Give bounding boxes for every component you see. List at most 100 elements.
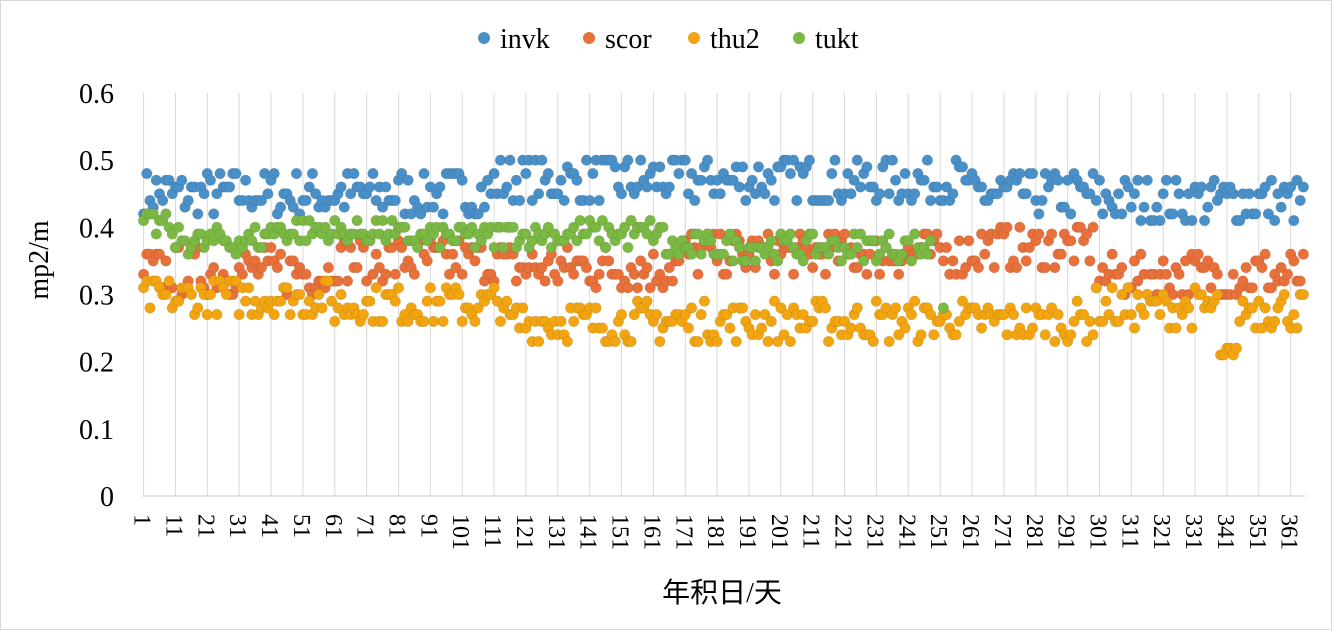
point-invk xyxy=(1151,201,1163,213)
point-thu2 xyxy=(1170,322,1182,334)
point-invk xyxy=(182,194,194,207)
point-invk xyxy=(1087,168,1099,180)
point-invk xyxy=(695,174,707,186)
point-tukt xyxy=(520,228,532,240)
point-scor xyxy=(1033,228,1045,240)
legend-marker xyxy=(793,32,805,44)
point-thu2 xyxy=(555,315,567,328)
point-invk xyxy=(1262,208,1274,220)
point-thu2 xyxy=(421,295,433,307)
point-invk xyxy=(848,174,860,186)
point-invk xyxy=(262,188,274,200)
point-tukt xyxy=(896,248,908,260)
point-thu2 xyxy=(909,295,921,307)
point-thu2 xyxy=(418,315,430,328)
point-thu2 xyxy=(1246,302,1258,314)
point-tukt xyxy=(921,248,934,260)
point-thu2 xyxy=(392,282,405,294)
point-invk xyxy=(1275,201,1287,213)
point-scor xyxy=(1132,275,1144,287)
point-invk xyxy=(290,168,303,180)
x-tick-label: 241 xyxy=(893,514,919,550)
point-scor xyxy=(1065,235,1077,247)
point-invk xyxy=(150,174,162,186)
point-thu2 xyxy=(807,315,819,328)
point-scor xyxy=(1116,262,1128,274)
point-invk xyxy=(1125,201,1137,213)
point-invk xyxy=(1020,188,1032,200)
x-tick-label: 311 xyxy=(1116,514,1142,549)
point-tukt xyxy=(386,215,398,227)
point-scor xyxy=(1023,241,1035,254)
point-tukt xyxy=(593,235,605,247)
point-thu2 xyxy=(628,309,640,321)
point-invk xyxy=(478,201,491,213)
point-invk xyxy=(520,168,532,180)
point-invk xyxy=(921,154,934,166)
point-thu2 xyxy=(377,315,389,328)
point-invk xyxy=(956,161,969,173)
point-tukt xyxy=(845,248,857,260)
point-invk xyxy=(1265,174,1278,186)
point-thu2 xyxy=(682,322,695,334)
point-scor xyxy=(873,268,886,280)
point-invk xyxy=(609,161,621,173)
point-scor xyxy=(510,275,523,287)
point-scor xyxy=(931,228,943,240)
point-invk xyxy=(593,194,605,207)
point-thu2 xyxy=(1077,309,1090,321)
point-scor xyxy=(208,262,220,274)
point-thu2 xyxy=(243,282,255,294)
point-scor xyxy=(807,262,819,274)
point-tukt xyxy=(695,248,707,260)
point-thu2 xyxy=(192,302,204,314)
point-invk xyxy=(163,174,175,186)
point-scor xyxy=(1046,228,1058,240)
point-thu2 xyxy=(233,309,245,321)
point-scor xyxy=(1256,262,1268,274)
point-thu2 xyxy=(284,309,296,321)
point-tukt xyxy=(580,228,593,240)
point-invk xyxy=(886,154,899,166)
point-invk xyxy=(310,188,322,200)
point-thu2 xyxy=(851,302,863,314)
point-scor xyxy=(631,282,644,294)
point-invk xyxy=(873,188,886,200)
point-scor xyxy=(389,268,401,280)
point-thu2 xyxy=(364,295,376,307)
point-invk xyxy=(689,194,701,207)
point-scor xyxy=(635,255,647,267)
point-invk xyxy=(380,181,392,193)
point-scor xyxy=(1160,268,1172,280)
point-thu2 xyxy=(303,295,315,307)
x-tick-label: 181 xyxy=(702,514,728,550)
point-scor xyxy=(1106,248,1118,260)
x-tick-label: 41 xyxy=(256,514,282,538)
point-thu2 xyxy=(389,295,401,307)
point-tukt xyxy=(150,228,162,240)
point-tukt xyxy=(590,221,602,233)
point-scor xyxy=(622,282,634,294)
point-tukt xyxy=(902,235,914,247)
point-thu2 xyxy=(915,329,927,341)
x-tick-label: 111 xyxy=(479,514,505,548)
point-thu2 xyxy=(1001,329,1013,341)
point-invk xyxy=(510,174,523,186)
point-invk xyxy=(1014,168,1026,180)
point-invk xyxy=(230,168,242,180)
point-tukt xyxy=(246,235,258,247)
y-tick-label: 0.3 xyxy=(79,281,114,312)
point-scor xyxy=(1010,262,1023,274)
point-invk xyxy=(456,174,468,186)
point-invk xyxy=(335,181,347,193)
point-thu2 xyxy=(641,295,653,307)
x-tick-label: 191 xyxy=(734,514,760,550)
point-invk xyxy=(558,194,570,207)
point-scor xyxy=(1049,262,1061,274)
point-invk xyxy=(364,181,376,193)
point-invk xyxy=(759,188,771,200)
point-tukt xyxy=(727,255,739,267)
point-invk xyxy=(803,154,816,166)
point-thu2 xyxy=(1071,295,1083,307)
point-invk xyxy=(345,188,357,200)
